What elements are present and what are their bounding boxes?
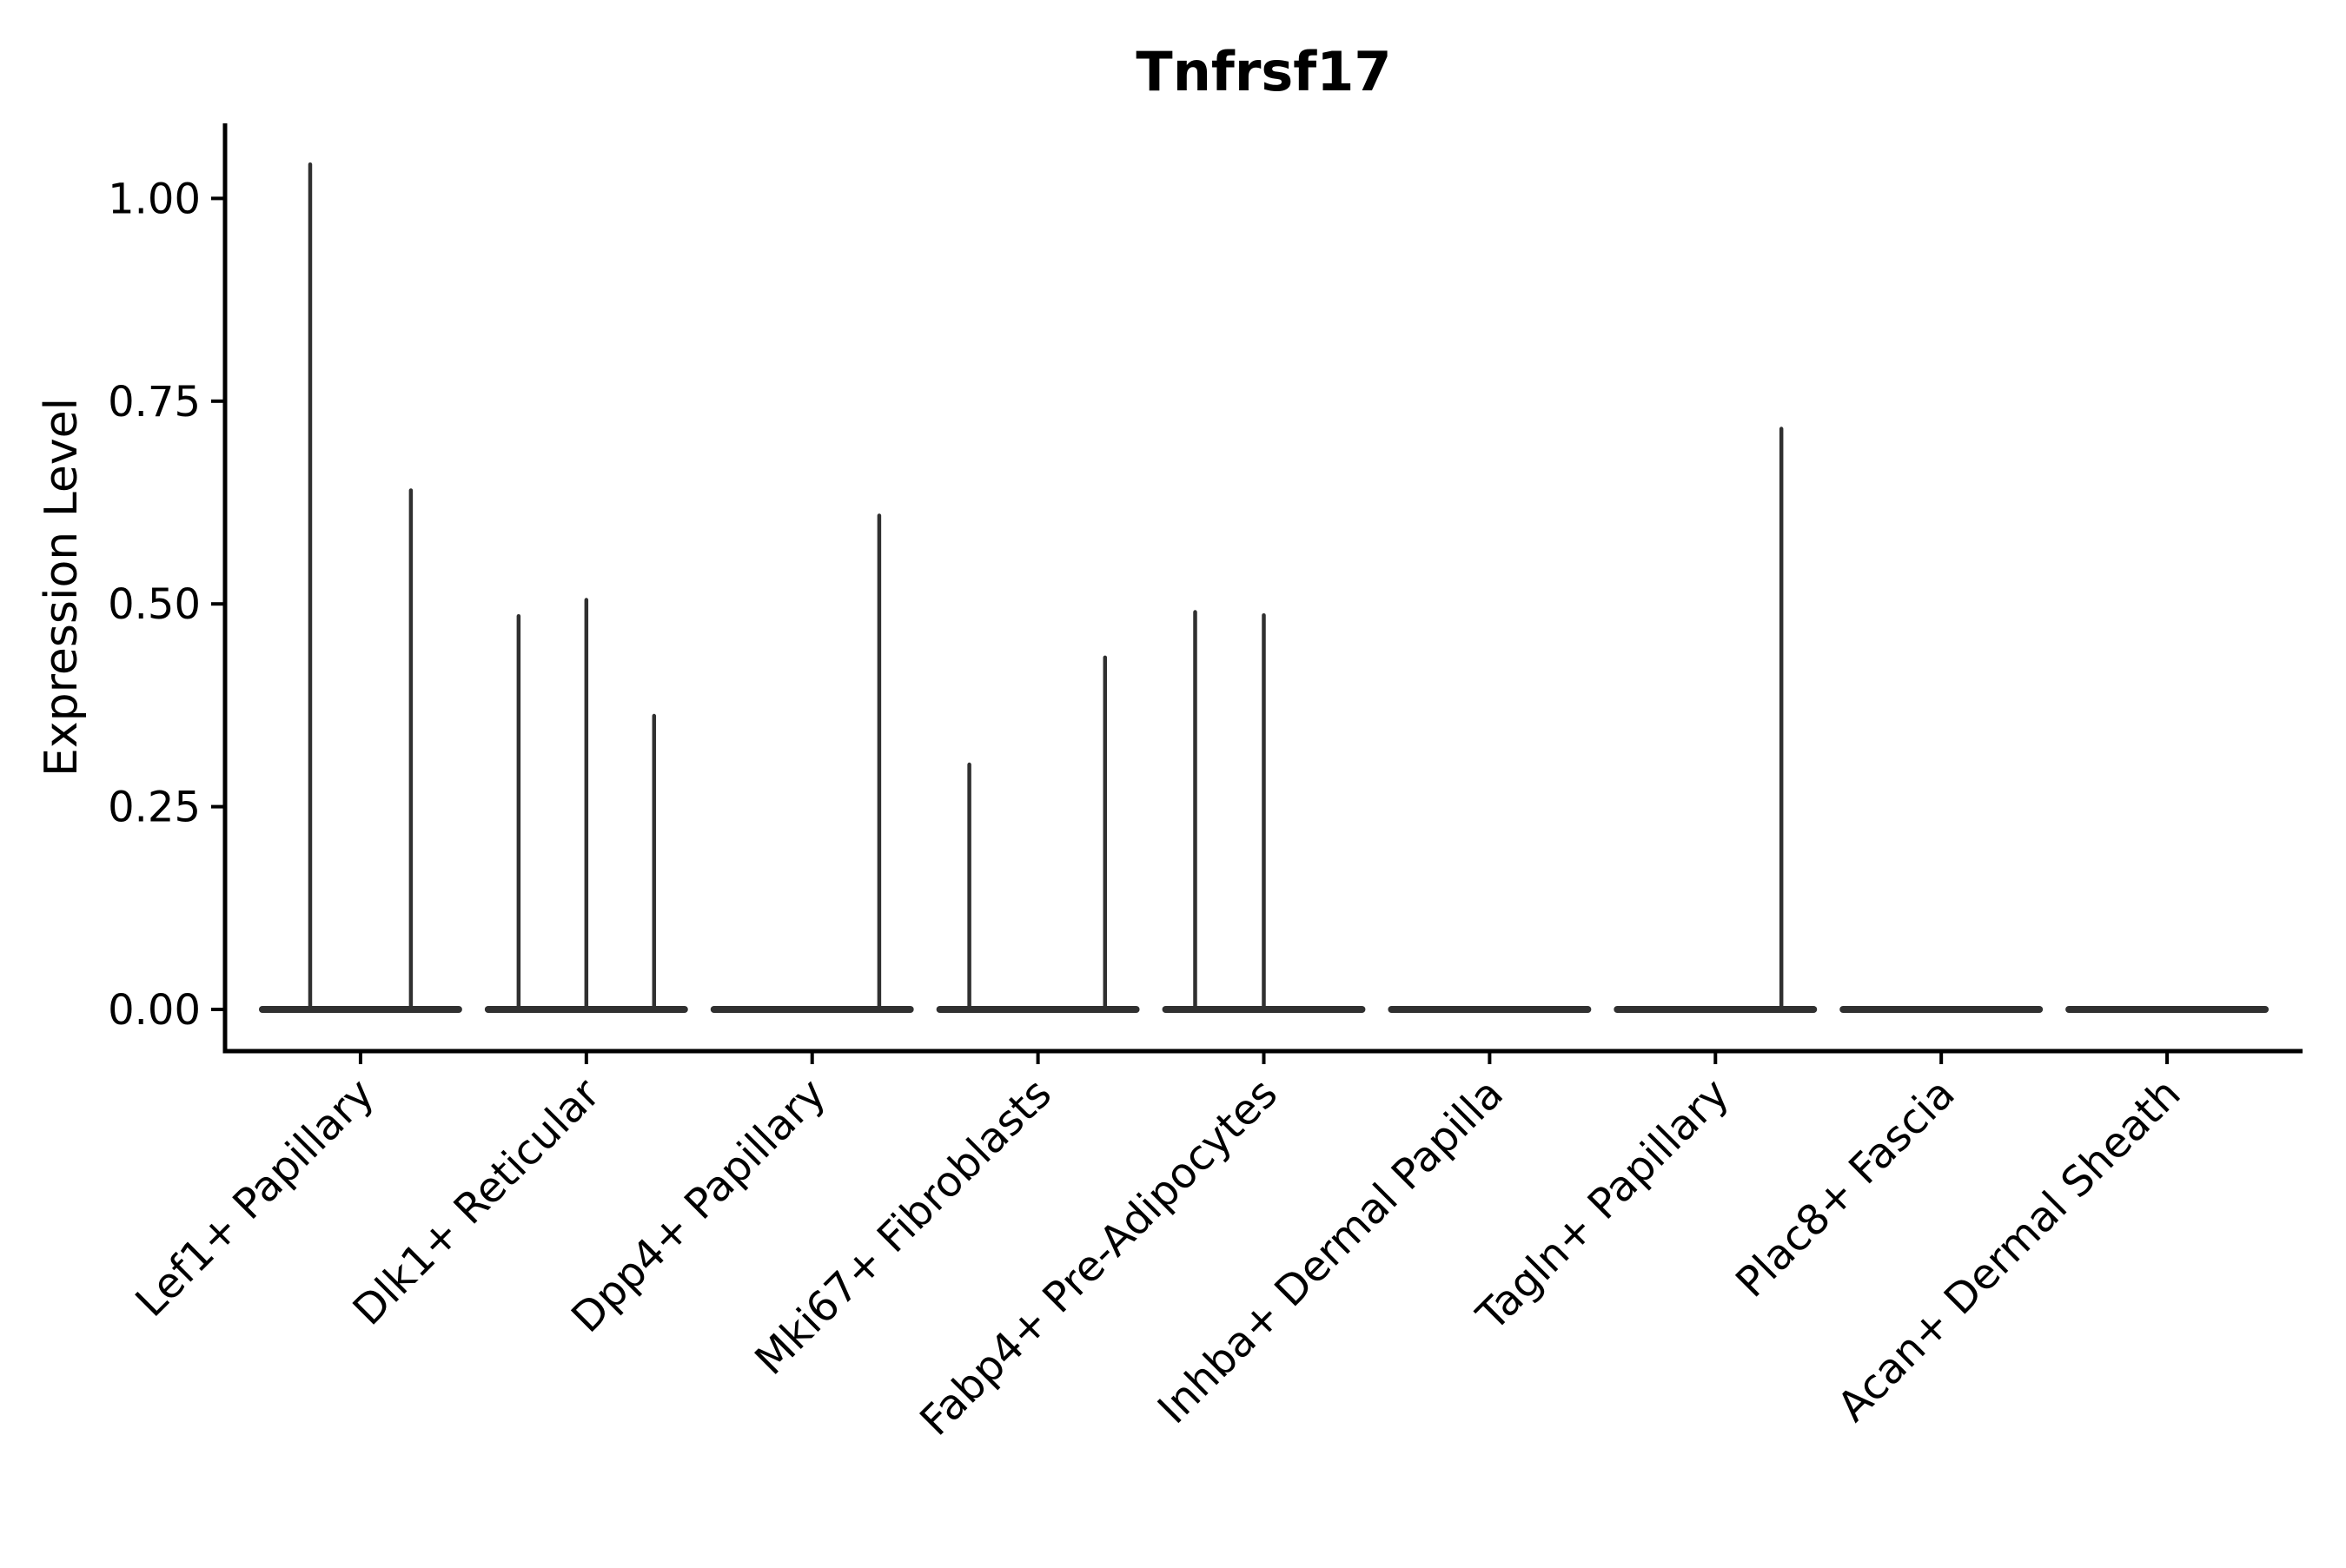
chart-title: Tnfrsf17	[1136, 40, 1391, 103]
y-tick-label: 0.00	[108, 986, 201, 1035]
y-tick-label: 0.25	[108, 784, 201, 832]
y-tick-label: 0.50	[108, 580, 201, 629]
y-tick-label: 0.75	[108, 378, 201, 427]
y-tick-label: 1.00	[108, 175, 201, 223]
y-axis-label: Expression Level	[36, 398, 88, 777]
